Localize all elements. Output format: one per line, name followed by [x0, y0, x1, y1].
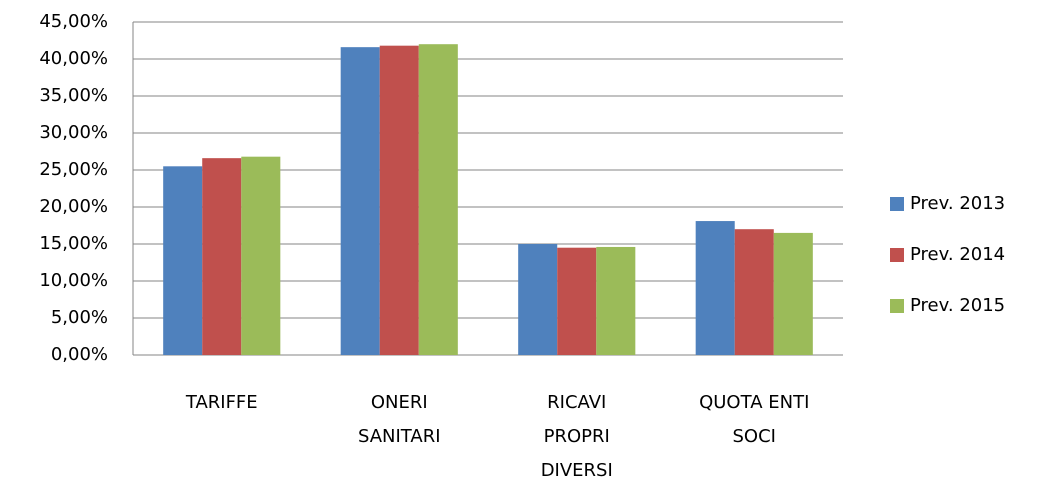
bar	[418, 44, 458, 355]
bar	[518, 244, 558, 355]
bar	[163, 166, 203, 355]
y-tick-label: 15,00%	[39, 233, 108, 254]
x-tick-label: ONERI	[371, 392, 428, 413]
legend-swatch	[890, 197, 904, 211]
x-tick-label: RICAVI	[547, 392, 606, 413]
x-tick-label: SOCI	[733, 426, 776, 447]
bar	[596, 246, 636, 355]
bar	[241, 156, 281, 355]
bar	[734, 229, 774, 355]
bar	[340, 47, 380, 355]
x-tick-label: TARIFFE	[185, 392, 258, 413]
bar	[202, 158, 242, 355]
y-tick-label: 25,00%	[39, 159, 108, 180]
bar	[379, 45, 419, 356]
y-tick-label: 0,00%	[51, 344, 108, 365]
bar	[557, 247, 597, 355]
legend-label: Prev. 2015	[910, 295, 1005, 316]
x-tick-label: DIVERSI	[541, 460, 613, 481]
y-tick-label: 35,00%	[39, 85, 108, 106]
y-tick-label: 5,00%	[51, 307, 108, 328]
bar	[695, 221, 735, 355]
y-tick-label: 45,00%	[39, 11, 108, 32]
y-tick-label: 30,00%	[39, 122, 108, 143]
legend-label: Prev. 2013	[910, 193, 1005, 214]
x-tick-label: PROPRI	[544, 426, 610, 447]
y-tick-label: 20,00%	[39, 196, 108, 217]
y-tick-label: 10,00%	[39, 270, 108, 291]
y-tick-label: 40,00%	[39, 48, 108, 69]
legend-swatch	[890, 299, 904, 313]
legend-swatch	[890, 248, 904, 262]
legend-label: Prev. 2014	[910, 244, 1005, 265]
x-tick-label: SANITARI	[358, 426, 441, 447]
bar	[773, 232, 813, 355]
x-tick-label: QUOTA ENTI	[699, 392, 809, 413]
